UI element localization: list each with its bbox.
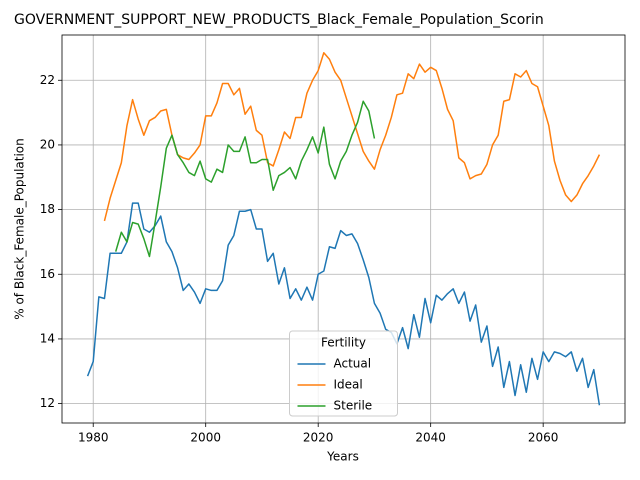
y-tick-label: 20	[40, 137, 55, 151]
legend-label: Actual	[334, 357, 372, 371]
legend-frame	[289, 330, 398, 417]
x-tick-label: 2020	[303, 431, 334, 445]
x-axis-label: Years	[326, 450, 359, 464]
x-tick-label: 2060	[528, 431, 559, 445]
x-tick-label: 1980	[78, 431, 109, 445]
line-series	[114, 100, 376, 258]
line-series	[103, 52, 601, 222]
line-series	[86, 202, 601, 406]
x-tick-label: 2040	[415, 431, 446, 445]
x-tick-label: 2000	[190, 431, 221, 445]
y-axis-label: % of Black_Female_Population	[13, 138, 27, 320]
y-tick-label: 12	[40, 396, 55, 410]
plot-frame	[61, 34, 626, 424]
y-tick-label: 22	[40, 73, 55, 87]
y-tick-label: 14	[40, 331, 55, 345]
legend-label: Ideal	[334, 378, 363, 392]
legend: Fertility Actual Ideal Sterile	[289, 330, 398, 417]
y-tick-label: 18	[40, 202, 55, 216]
legend-title: Fertility	[321, 336, 366, 350]
chart-title: GOVERNMENT_SUPPORT_NEW_PRODUCTS_Black_Fe…	[14, 12, 544, 28]
y-tick-label: 16	[40, 267, 55, 281]
legend-label: Sterile	[334, 399, 373, 413]
